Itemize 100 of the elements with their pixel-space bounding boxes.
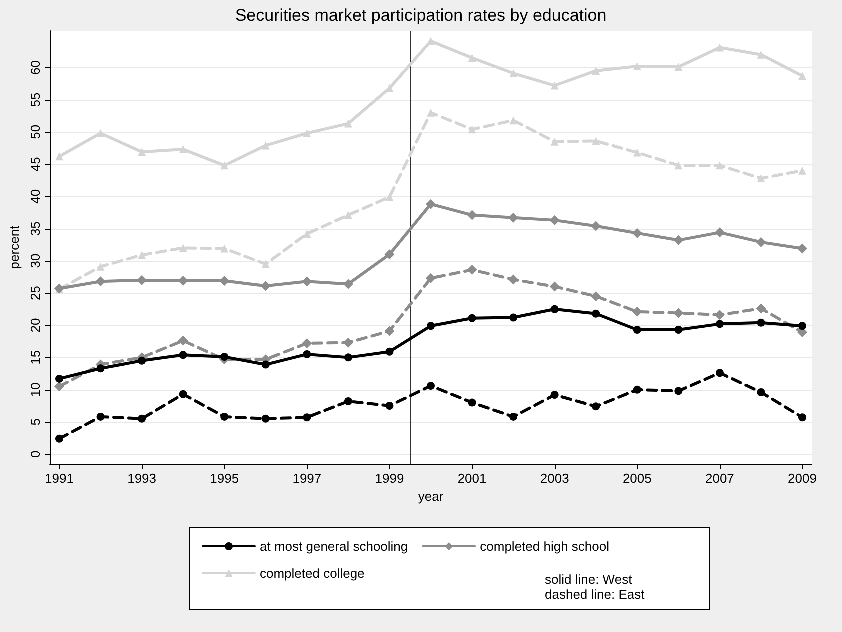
point — [386, 402, 394, 410]
point — [510, 116, 518, 125]
point — [756, 237, 766, 248]
point — [467, 210, 478, 220]
y-tick-label: 40 — [28, 189, 43, 204]
point — [674, 162, 683, 170]
point — [303, 350, 312, 358]
point — [384, 326, 395, 336]
x-tick-label: 1997 — [292, 471, 322, 486]
point — [633, 326, 642, 334]
point — [178, 336, 188, 346]
point — [426, 273, 436, 284]
y-tick-label: 5 — [28, 418, 43, 426]
y-tick-label: 25 — [28, 286, 43, 300]
point — [386, 193, 394, 202]
point — [757, 388, 766, 396]
point — [714, 228, 725, 238]
point — [798, 72, 807, 80]
point — [592, 137, 600, 146]
point — [467, 265, 478, 276]
legend-label: completed high school — [480, 539, 610, 554]
point — [138, 148, 146, 156]
point — [756, 304, 766, 314]
point — [427, 108, 435, 117]
point — [96, 364, 105, 373]
point — [262, 360, 270, 369]
x-tick-label: 2003 — [540, 471, 570, 486]
x-tick-label: 2005 — [622, 471, 652, 486]
point — [426, 199, 436, 210]
point — [96, 412, 105, 421]
y-tick-label: 55 — [28, 92, 43, 108]
point — [510, 412, 518, 421]
point — [633, 62, 642, 70]
point — [468, 314, 476, 322]
point — [138, 356, 146, 365]
y-tick-label: 50 — [28, 124, 43, 140]
point — [550, 138, 559, 146]
point — [716, 320, 724, 328]
point — [384, 250, 395, 260]
point — [632, 306, 642, 317]
point — [179, 351, 188, 360]
point — [550, 282, 560, 292]
point — [674, 235, 684, 246]
point — [260, 281, 271, 292]
point — [510, 314, 518, 322]
point — [798, 414, 807, 422]
point — [674, 63, 683, 72]
point — [757, 318, 766, 327]
point — [179, 244, 188, 252]
point — [508, 212, 519, 223]
point — [633, 386, 642, 394]
point — [468, 398, 476, 407]
point — [344, 354, 352, 362]
text: solid line: West dashed line: East — [545, 572, 646, 602]
point — [798, 244, 808, 254]
point — [716, 44, 724, 52]
y-tick-label: 0 — [28, 450, 43, 458]
x-tick-label: 1999 — [375, 471, 404, 486]
point — [96, 129, 105, 138]
point — [302, 276, 312, 287]
point — [591, 221, 602, 232]
point — [56, 374, 64, 383]
y-tick-label: 15 — [28, 350, 43, 365]
point — [716, 162, 724, 170]
point — [632, 228, 642, 238]
point — [343, 279, 354, 290]
x-tick-label: 1993 — [128, 471, 157, 486]
point — [344, 398, 352, 406]
point — [343, 338, 354, 348]
y-tick-label: 35 — [28, 222, 43, 236]
y-tick-label: 45 — [28, 157, 43, 172]
x-tick-label: 2007 — [705, 471, 734, 486]
point — [716, 369, 724, 378]
point — [757, 174, 766, 183]
x-axis-title: year — [418, 488, 444, 504]
point — [592, 310, 600, 318]
point — [550, 391, 559, 400]
y-tick-label: 20 — [28, 318, 43, 333]
point — [674, 308, 684, 318]
y-axis-title: percent — [7, 225, 22, 270]
point — [262, 414, 270, 423]
point — [468, 54, 476, 62]
point — [798, 166, 807, 175]
point — [179, 390, 188, 398]
x-tick-label: 2009 — [788, 471, 817, 486]
point — [674, 387, 683, 396]
point — [591, 291, 602, 302]
x-tick-label: 1991 — [45, 471, 74, 486]
point — [138, 251, 146, 260]
point — [137, 275, 148, 286]
point — [302, 338, 312, 349]
point — [96, 262, 105, 271]
point — [138, 414, 146, 423]
point — [96, 276, 106, 287]
point — [220, 276, 230, 286]
y-tick-label: 30 — [28, 254, 43, 268]
point — [303, 414, 312, 422]
point — [427, 322, 435, 330]
point — [798, 322, 807, 330]
point — [550, 82, 559, 90]
